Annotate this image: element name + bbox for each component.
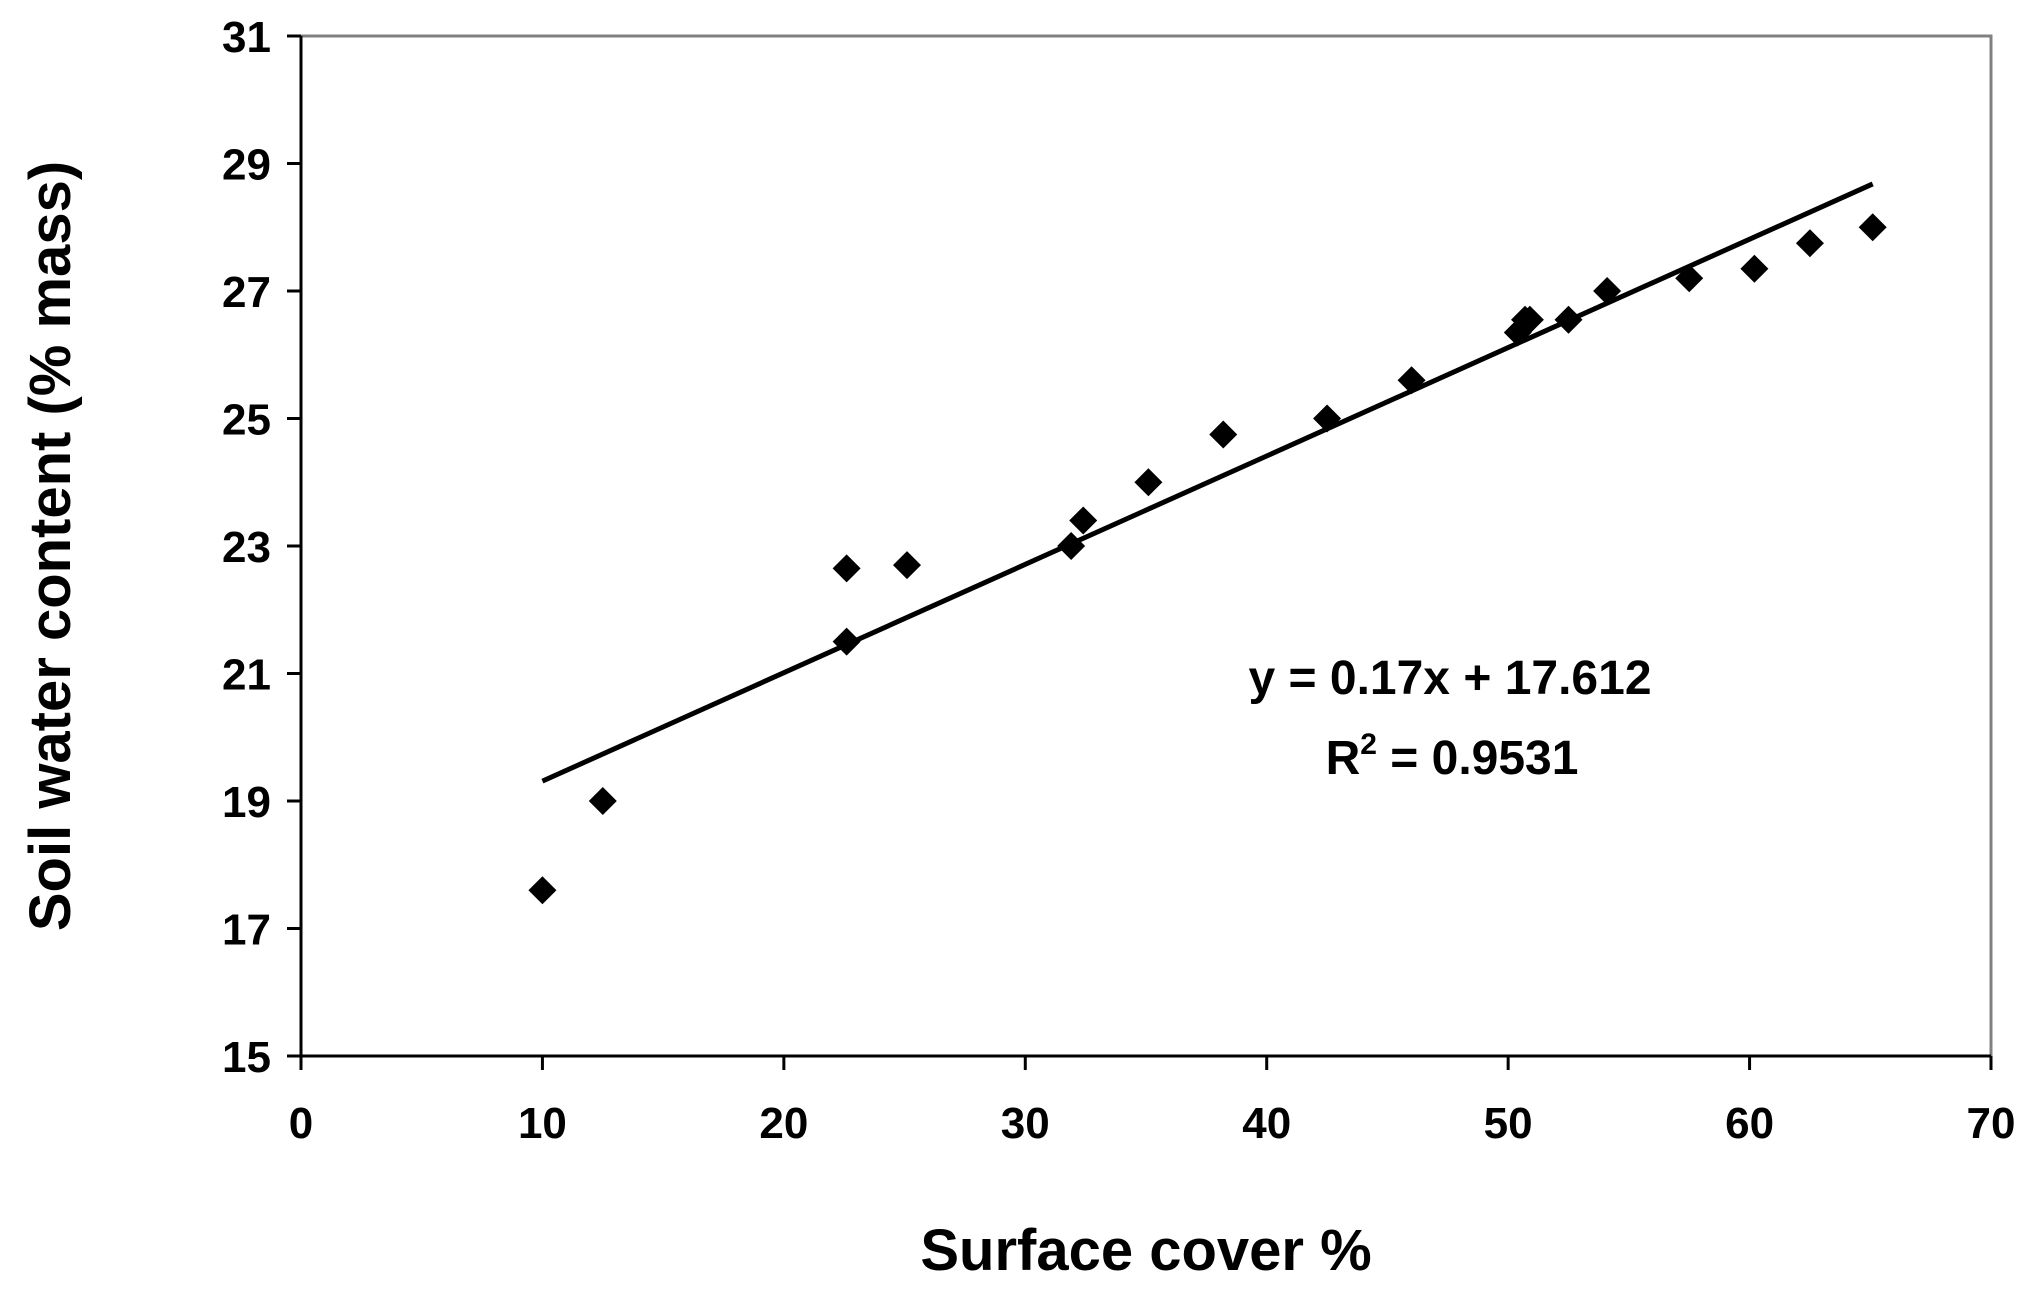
x-tick-label: 0 xyxy=(289,1099,313,1148)
r-squared-label: R2 = 0.9531 xyxy=(1326,728,1579,785)
data-point xyxy=(1209,420,1238,449)
trendline-equation: y = 0.17x + 17.612 xyxy=(1248,652,1651,705)
r-squared-value: = 0.9531 xyxy=(1377,732,1579,785)
x-tick-label: 60 xyxy=(1725,1099,1774,1148)
data-point xyxy=(528,876,557,905)
r-squared-symbol: R xyxy=(1326,732,1361,785)
x-axis-title: Surface cover % xyxy=(920,1218,1371,1283)
data-point xyxy=(1593,277,1622,305)
data-point xyxy=(1134,468,1163,497)
x-tick-label: 20 xyxy=(759,1099,808,1148)
data-point xyxy=(1675,264,1704,293)
data-point xyxy=(588,787,617,815)
r-squared-exponent: 2 xyxy=(1360,728,1377,761)
data-point xyxy=(832,554,861,583)
y-tick-label: 21 xyxy=(222,651,271,700)
y-tick-label: 25 xyxy=(222,396,271,445)
y-axis-ticks: 15 17 19 21 23 25 27 29 31 xyxy=(222,13,301,1082)
data-point xyxy=(1554,305,1583,334)
x-tick-label: 40 xyxy=(1242,1099,1291,1148)
data-point xyxy=(1313,404,1342,433)
y-axis-title: Soil water content (% mass) xyxy=(18,161,83,931)
data-point xyxy=(1397,366,1426,395)
data-point xyxy=(1795,229,1824,258)
data-points xyxy=(528,213,1887,905)
data-point xyxy=(1069,506,1098,535)
data-point xyxy=(1858,213,1887,242)
y-tick-label: 23 xyxy=(222,523,271,572)
y-tick-label: 31 xyxy=(222,13,271,62)
data-point xyxy=(1057,532,1086,560)
y-tick-label: 29 xyxy=(222,141,271,190)
x-tick-label: 10 xyxy=(518,1099,567,1148)
trendline xyxy=(541,181,1874,784)
x-tick-label: 50 xyxy=(1484,1099,1533,1148)
trendline-group xyxy=(541,181,1874,784)
x-axis-ticks: 0 10 20 30 40 50 60 70 xyxy=(289,1056,2016,1148)
y-tick-label: 17 xyxy=(222,906,271,955)
y-tick-label: 19 xyxy=(222,778,271,827)
data-point xyxy=(892,551,921,580)
data-point xyxy=(1515,305,1544,334)
x-tick-label: 70 xyxy=(1967,1099,2016,1148)
x-tick-label: 30 xyxy=(1001,1099,1050,1148)
data-point xyxy=(1740,254,1769,283)
y-tick-label: 15 xyxy=(222,1033,271,1082)
plot-frame xyxy=(299,34,1993,1058)
data-point xyxy=(832,627,861,656)
y-tick-label: 27 xyxy=(222,268,271,317)
